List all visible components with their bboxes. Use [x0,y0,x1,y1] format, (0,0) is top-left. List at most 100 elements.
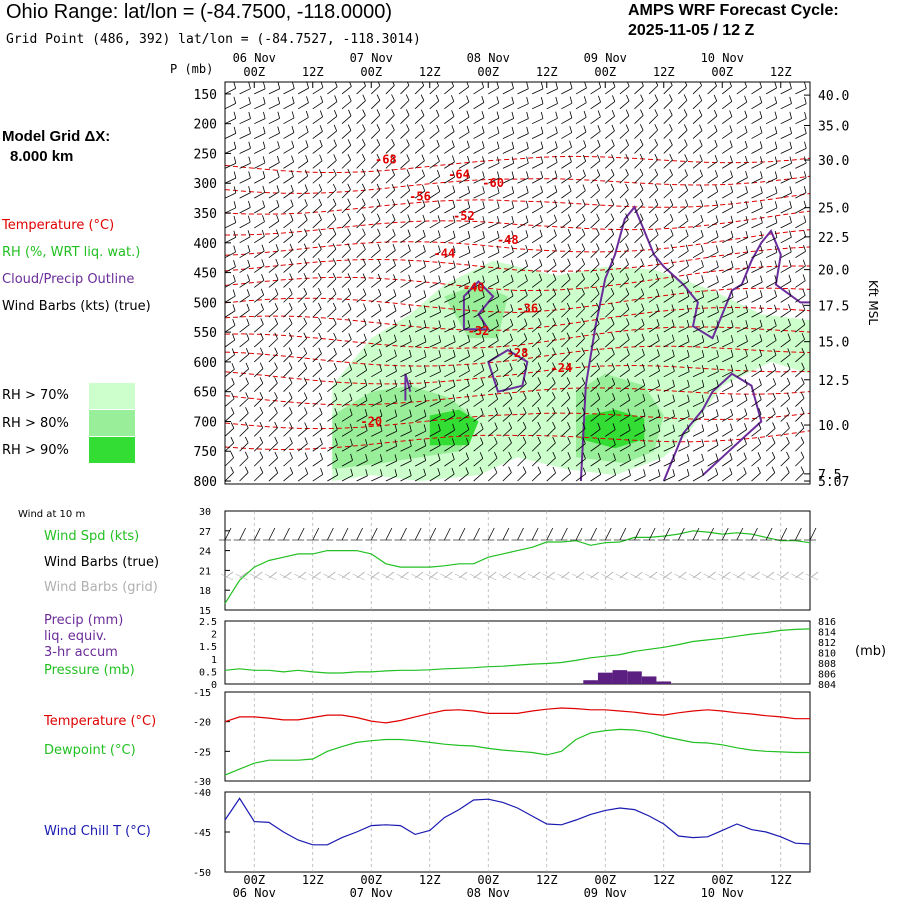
temperature-panel: -15-20-25-30 [193,688,811,788]
wind-barb [634,318,645,333]
wind-barb-flag [801,347,805,355]
wind-barb [283,332,293,348]
wind-barb-staff [327,130,337,139]
wind-barb-staff [444,116,455,125]
wind-barb-staff [780,88,792,95]
wind-barb-staff [225,251,236,259]
wind-barb-flag [493,451,498,459]
wind-barb-staff [809,257,810,258]
wind-barb [297,302,307,318]
wind-barb-staff [444,326,456,333]
wind-barb-staff [575,234,586,244]
wind-barb-staff [531,442,541,452]
wind-barb [488,230,500,244]
wind-barb-flag [333,139,337,146]
wind-barb-flag [803,200,807,208]
y-tick-label: -30 [193,777,211,788]
wind10m-barb-grid-base [586,573,599,581]
wind-barb-staff [707,296,719,303]
wind-barb-flag [701,275,704,282]
wind-barb-flag [716,335,719,343]
wind-barb-flag [290,170,294,177]
wind-barb-flag [670,244,674,251]
wind-barb-staff [444,429,455,437]
wind-barb-flag [274,436,278,444]
wind-barb [356,243,366,258]
wind-barb-flag [759,363,762,371]
wind-barb-staff [429,341,441,348]
wind-barb-flag [816,363,819,369]
wind-barb-flag [332,213,337,220]
wind-barb [312,125,323,139]
wind-barb [400,394,412,407]
wind-barb [385,379,397,393]
wind-barb-flag [496,319,499,327]
wind-barb-staff [722,101,733,110]
wind-barb [795,171,807,184]
wind-barb [356,213,366,229]
wind-barb-staff [356,460,368,467]
wind-barb-flag [716,379,719,387]
wind-barb-staff [809,182,810,184]
wind-barb [254,200,266,214]
wind-barb-flag [745,201,749,208]
wind-barb [312,302,322,318]
wind-barb-flag [540,111,544,119]
wind-barb-flag [773,348,777,356]
wind-barb-staff [458,355,470,363]
wind-barb-flag [347,198,351,205]
wind-barb [736,185,748,199]
wind-barb-flag [466,379,470,386]
wind-barb [356,82,366,95]
wind-barb-flag [639,213,644,220]
wind-barb [297,452,308,467]
wind-barb-staff [297,473,308,482]
wind-barb-flag [640,243,644,250]
wind-barb-staff [254,206,265,214]
wind10m-barb-true [663,527,671,541]
wind-barb [531,406,541,422]
wind-barb-flag [452,364,456,372]
wind-barb-staff [795,442,805,452]
wind-barb-staff [502,148,514,154]
wind-barb-staff [254,265,265,273]
wind-barb-staff [327,308,337,318]
wind-barb-staff [385,265,396,273]
wind-barb [678,94,688,110]
wind-barb-staff [254,236,265,244]
wind-barb [385,198,396,214]
wind-barb-flag [701,409,705,417]
wind-barb-staff [473,87,484,95]
wind-barb [575,392,586,407]
wind-barb-flag [409,454,412,461]
wind-barb-staff [561,264,571,273]
wind-barb [546,466,557,482]
wind-barb-flag [625,198,629,205]
wind-barb-flag [497,186,500,194]
wind-barb-flag [421,154,425,161]
wind-barb-flag [525,244,529,252]
wind-barb-staff [634,385,645,393]
wind-barb [502,451,512,467]
wind-barb-staff [327,474,338,482]
y-tick-label: -20 [193,718,211,729]
wind-barb-flag [716,305,719,313]
wind-barb [327,110,338,125]
wind-barb [751,201,763,214]
wind-barb-staff [414,236,426,244]
wind-barb-flag [248,186,251,193]
wind-barb [239,436,249,452]
wind-barb [254,111,266,125]
wind-barb-staff [531,338,542,348]
wind-barb [253,436,264,452]
wind-barb-staff [634,129,644,139]
wind10m-barb-true [809,527,817,541]
wind-barb-flag [716,364,719,372]
wind-barb [327,332,337,348]
wind-barb-flag [303,347,308,354]
wind-barb-flag [364,408,368,416]
wind-barb [473,260,485,273]
wind-barb-staff [575,293,585,303]
wind-barb-staff [414,460,426,467]
wind-barb-flag [640,109,644,116]
